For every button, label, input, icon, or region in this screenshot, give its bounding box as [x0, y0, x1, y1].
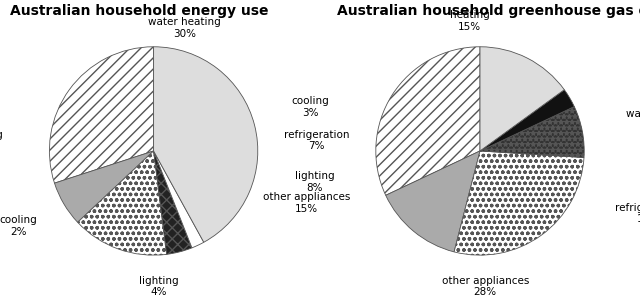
Wedge shape	[154, 151, 192, 254]
Text: Australian household greenhouse gas emissions: Australian household greenhouse gas emis…	[337, 4, 640, 18]
Text: other appliances
28%: other appliances 28%	[442, 276, 529, 296]
Wedge shape	[49, 47, 154, 183]
Text: refrigeration
7%: refrigeration 7%	[284, 130, 349, 151]
Text: water heating
30%: water heating 30%	[148, 17, 221, 39]
Wedge shape	[154, 151, 204, 248]
Wedge shape	[376, 47, 480, 195]
Wedge shape	[480, 47, 564, 151]
Text: other appliances
15%: other appliances 15%	[263, 192, 350, 214]
Text: water heating
32%: water heating 32%	[626, 109, 640, 131]
Text: heating
42%: heating 42%	[0, 130, 3, 151]
Wedge shape	[454, 151, 584, 255]
Text: refrigeration
14%: refrigeration 14%	[616, 203, 640, 224]
Wedge shape	[77, 151, 166, 255]
Wedge shape	[154, 47, 258, 242]
Wedge shape	[480, 90, 574, 151]
Text: cooling
3%: cooling 3%	[291, 96, 329, 118]
Text: lighting
8%: lighting 8%	[294, 171, 334, 193]
Wedge shape	[386, 151, 480, 252]
Text: cooling
2%: cooling 2%	[0, 215, 37, 237]
Text: heating
15%: heating 15%	[450, 10, 490, 31]
Wedge shape	[54, 151, 154, 222]
Text: Australian household energy use: Australian household energy use	[10, 4, 269, 18]
Wedge shape	[480, 107, 584, 157]
Text: lighting
4%: lighting 4%	[139, 276, 179, 296]
